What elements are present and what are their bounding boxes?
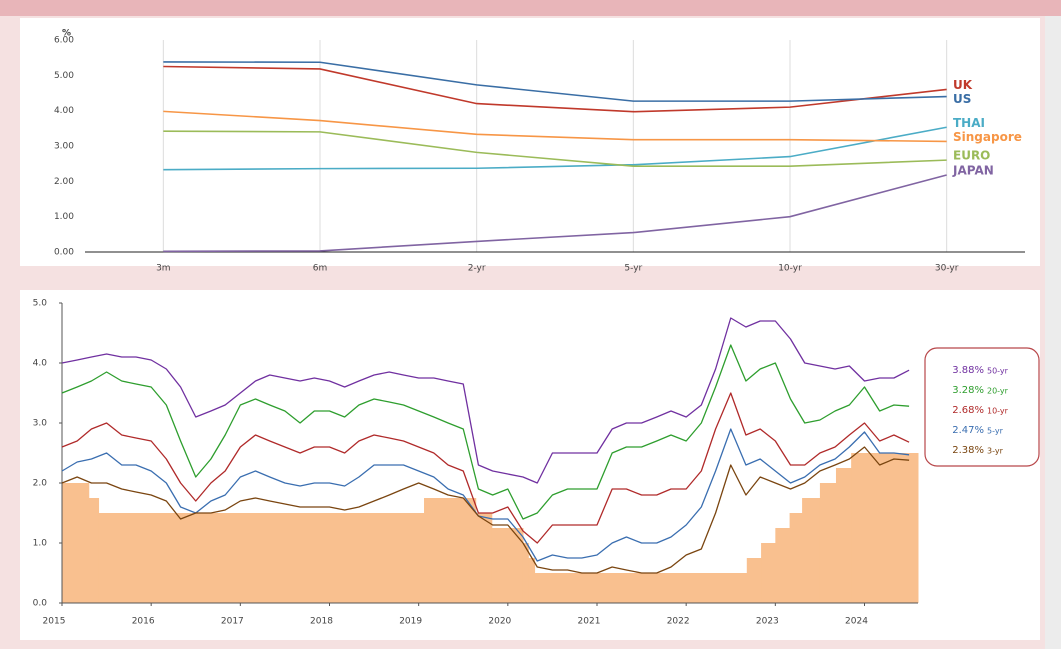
series-line	[61, 446, 910, 574]
x-tick-label: 2023	[756, 617, 779, 627]
x-tick-label: 3m	[156, 264, 171, 274]
legend-value: 2.68%	[952, 405, 984, 416]
series-line	[61, 317, 910, 484]
legend-name: 10-yr	[987, 407, 1009, 416]
series-line	[163, 126, 947, 171]
series-line	[163, 61, 947, 102]
y-tick-label: 2.0	[33, 479, 48, 489]
x-tick-label: 2-yr	[468, 264, 486, 274]
y-tick-label: 0.0	[33, 599, 48, 609]
policy-rate-step	[835, 468, 852, 603]
series-line	[163, 174, 947, 253]
series-line	[61, 392, 910, 544]
legend-label: US	[953, 92, 971, 106]
top-band	[0, 0, 1061, 16]
legend-value: 3.88%	[952, 365, 984, 376]
x-tick-label: 5-yr	[624, 264, 642, 274]
x-tick-label: 2015	[43, 617, 66, 627]
legend-name: 5-yr	[987, 427, 1004, 436]
legend-label: JAPAN	[952, 163, 994, 177]
policy-rate-step	[789, 513, 803, 603]
series-line	[163, 110, 947, 143]
y-tick-label: 2.00	[54, 177, 74, 187]
x-tick-label: 10-yr	[778, 264, 802, 274]
policy-rate-step	[775, 528, 791, 603]
legend-label: THAI	[953, 116, 985, 130]
series-line	[61, 428, 910, 562]
y-tick-label: 0.00	[54, 248, 74, 258]
legend-value: 2.38%	[952, 445, 984, 456]
x-tick-label: 2020	[488, 617, 511, 627]
policy-rate-step	[88, 498, 100, 603]
y-tick-label: 1.00	[54, 212, 74, 222]
x-tick-label: 2022	[667, 617, 690, 627]
policy-rate-step	[761, 543, 776, 603]
y-tick-label: 3.0	[33, 419, 48, 429]
x-tick-label: 2016	[132, 617, 155, 627]
policy-rate-step	[746, 558, 762, 603]
x-tick-label: 6m	[313, 264, 328, 274]
policy-rate-step	[534, 573, 748, 603]
legend-label: UK	[953, 78, 973, 92]
legend-name: 20-yr	[987, 387, 1009, 396]
y-tick-label: 4.0	[33, 359, 48, 369]
x-tick-label: 2018	[310, 617, 333, 627]
legend-name: 3-yr	[987, 447, 1004, 456]
x-tick-label: 2019	[399, 617, 422, 627]
legend-value: 3.28%	[952, 385, 984, 396]
y-tick-label: 4.00	[54, 106, 74, 116]
panel-yield-curve	[20, 18, 1040, 266]
policy-rate-step	[802, 498, 821, 603]
side-strip	[1045, 16, 1061, 649]
x-tick-label: 2024	[845, 617, 868, 627]
policy-rate-step	[819, 483, 837, 603]
x-tick-label: 2017	[221, 617, 244, 627]
legend-label: Singapore	[953, 130, 1022, 144]
x-tick-label: 2021	[578, 617, 601, 627]
legend-name: 50-yr	[987, 367, 1009, 376]
y-tick-label: 5.0	[33, 299, 48, 309]
policy-rate-step	[424, 498, 477, 603]
policy-rate-step	[491, 528, 524, 603]
series-line	[61, 344, 910, 520]
y-axis-unit: %	[62, 29, 71, 39]
x-tick-label: 30-yr	[935, 264, 959, 274]
y-tick-label: 5.00	[54, 71, 74, 81]
legend-box	[924, 347, 1040, 467]
policy-rate-step	[851, 453, 919, 603]
legend-value: 2.47%	[952, 425, 984, 436]
policy-rate-step	[475, 513, 493, 603]
policy-rate-step	[528, 558, 536, 603]
legend-label: EURO	[953, 149, 990, 163]
y-tick-label: 3.00	[54, 142, 74, 152]
policy-rate-step	[98, 513, 425, 603]
y-tick-label: 1.0	[33, 539, 48, 549]
series-line	[163, 65, 947, 113]
policy-rate-step	[522, 543, 529, 603]
policy-rate-step	[62, 483, 90, 603]
series-line	[163, 130, 947, 167]
y-tick-label: 6.00	[54, 36, 74, 46]
